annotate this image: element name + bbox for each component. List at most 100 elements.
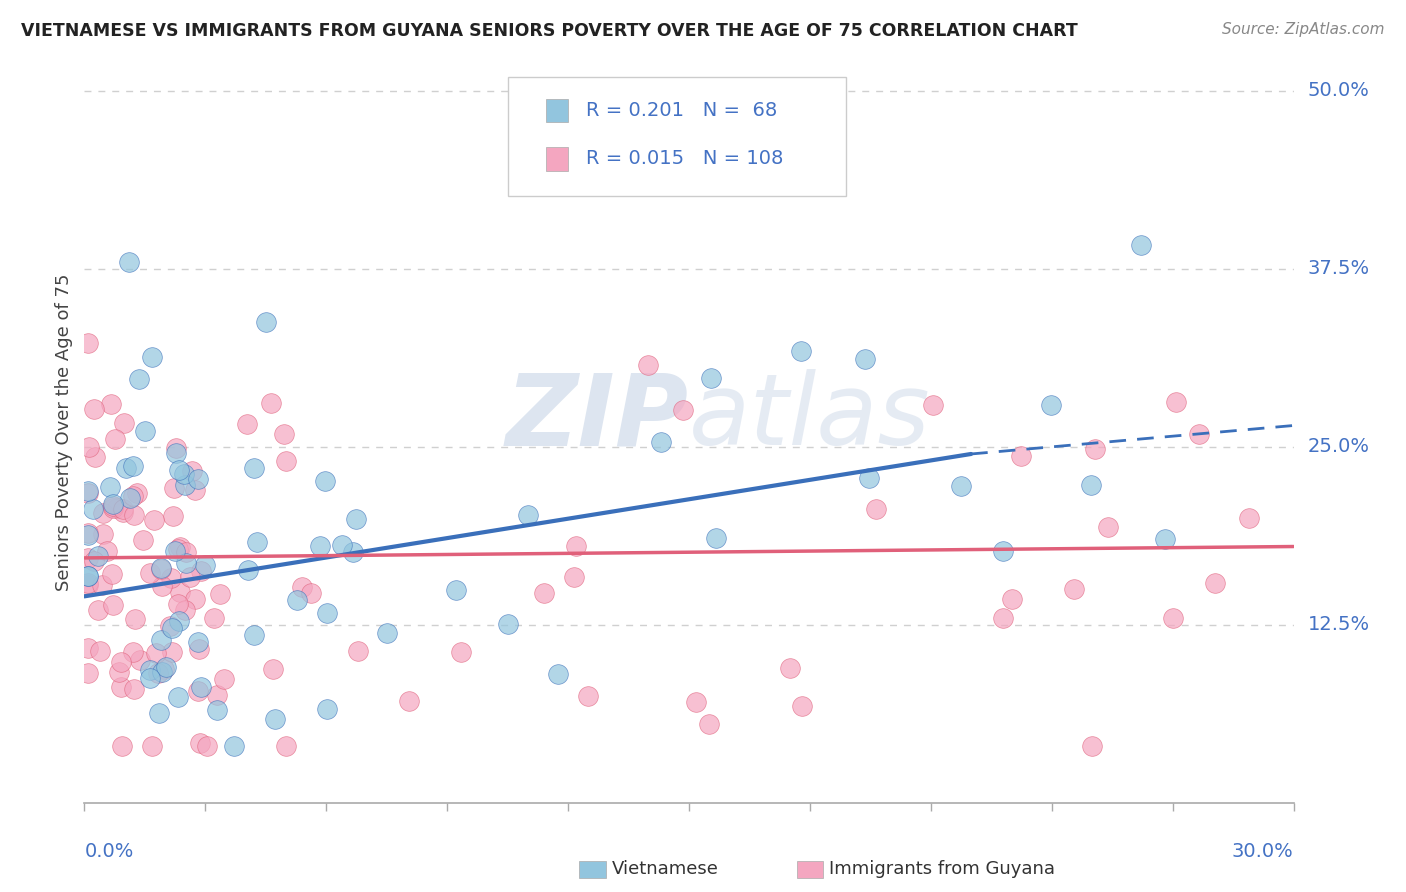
Point	[993, 610, 1015, 624]
Point	[236, 563, 259, 577]
Text: R = 0.201   N =  68: R = 0.201 N = 68	[586, 101, 778, 120]
Text: Immigrants from Guyana: Immigrants from Guyana	[830, 861, 1054, 879]
Point	[150, 665, 173, 679]
Point	[1084, 442, 1107, 456]
Point	[111, 502, 134, 516]
Point	[562, 570, 585, 584]
Point	[101, 499, 124, 513]
Point	[118, 254, 141, 268]
Text: 0.0%: 0.0%	[84, 842, 134, 861]
Point	[685, 695, 707, 709]
Point	[160, 621, 183, 635]
Point	[82, 502, 104, 516]
Point	[77, 665, 100, 680]
Point	[77, 576, 100, 591]
Text: 12.5%: 12.5%	[1308, 615, 1369, 634]
Point	[235, 417, 257, 431]
Point	[77, 440, 100, 454]
Point	[398, 693, 420, 707]
Point	[89, 644, 111, 658]
Point	[1237, 511, 1260, 525]
Point	[184, 592, 207, 607]
Point	[181, 464, 204, 478]
Point	[139, 566, 162, 581]
Point	[96, 543, 118, 558]
Point	[141, 351, 163, 365]
Point	[165, 446, 187, 460]
Point	[190, 736, 212, 750]
Point	[139, 671, 162, 685]
Point	[375, 626, 398, 640]
Point	[124, 508, 146, 522]
FancyBboxPatch shape	[508, 78, 846, 195]
Point	[194, 558, 217, 573]
Point	[576, 689, 599, 703]
Point	[163, 482, 186, 496]
Point	[190, 680, 212, 694]
Point	[315, 606, 337, 620]
Point	[344, 512, 367, 526]
Point	[187, 634, 209, 648]
Point	[173, 467, 195, 482]
Point	[263, 712, 285, 726]
Text: 25.0%: 25.0%	[1308, 437, 1369, 457]
Point	[111, 505, 134, 519]
Point	[163, 544, 186, 558]
Point	[183, 483, 205, 497]
Point	[169, 585, 191, 599]
Point	[1187, 427, 1209, 442]
Point	[205, 688, 228, 702]
Point	[564, 539, 586, 553]
Point	[148, 706, 170, 720]
Point	[262, 662, 284, 676]
Point	[124, 612, 146, 626]
Point	[169, 614, 191, 628]
Point	[83, 401, 105, 416]
Point	[779, 660, 801, 674]
Point	[159, 618, 181, 632]
Point	[167, 463, 190, 477]
FancyBboxPatch shape	[547, 99, 568, 122]
Point	[122, 490, 145, 504]
Point	[922, 398, 945, 412]
Point	[208, 587, 231, 601]
Point	[1097, 520, 1119, 534]
Point	[83, 554, 105, 568]
Point	[167, 597, 190, 611]
Point	[148, 665, 170, 680]
Point	[91, 506, 114, 520]
Point	[1040, 398, 1063, 412]
Point	[101, 567, 124, 582]
Point	[125, 486, 148, 500]
Point	[496, 616, 519, 631]
Point	[128, 371, 150, 385]
Point	[246, 535, 269, 549]
Point	[858, 471, 880, 485]
Text: VIETNAMESE VS IMMIGRANTS FROM GUYANA SENIORS POVERTY OVER THE AGE OF 75 CORRELAT: VIETNAMESE VS IMMIGRANTS FROM GUYANA SEN…	[21, 22, 1078, 40]
Point	[165, 441, 187, 455]
Text: ZIP: ZIP	[506, 369, 689, 467]
Point	[139, 663, 162, 677]
Point	[100, 397, 122, 411]
Point	[273, 426, 295, 441]
Point	[132, 533, 155, 548]
Point	[176, 556, 198, 570]
Point	[77, 336, 100, 351]
Point	[174, 602, 197, 616]
Point	[150, 560, 173, 574]
Point	[187, 642, 209, 657]
Point	[202, 611, 225, 625]
Point	[243, 461, 266, 475]
Point	[77, 483, 100, 498]
Text: 30.0%: 30.0%	[1232, 842, 1294, 861]
Point	[444, 582, 467, 597]
Point	[167, 541, 190, 556]
Point	[122, 459, 145, 474]
Point	[134, 424, 156, 438]
Point	[1153, 533, 1175, 547]
Point	[274, 453, 297, 467]
Point	[98, 480, 121, 494]
Point	[450, 645, 472, 659]
Point	[111, 739, 134, 753]
Point	[347, 643, 370, 657]
